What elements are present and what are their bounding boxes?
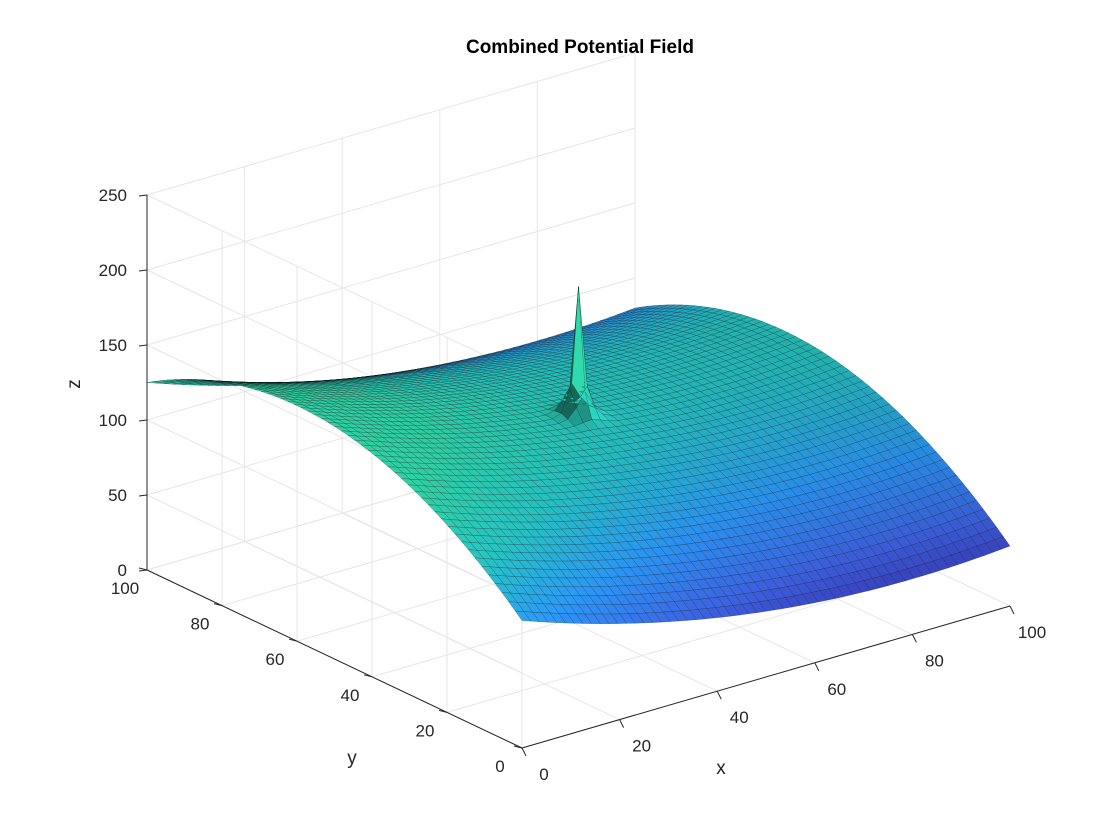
- y-axis-label: y: [347, 748, 357, 769]
- x-tick: [716, 690, 722, 700]
- x-gridline: [244, 541, 620, 721]
- surface: [146, 286, 1011, 624]
- x-tick: [1009, 605, 1015, 615]
- x-tick-label: 40: [730, 708, 749, 727]
- z-tick: [138, 569, 148, 572]
- x-tick-label: 80: [925, 651, 944, 670]
- z-tick-label: 250: [99, 186, 127, 205]
- x-tick-label: 60: [827, 680, 846, 699]
- z-tick-label: 50: [108, 486, 127, 505]
- labels: Combined Potential Field x y z 0 20 40 60 80…: [64, 37, 1046, 784]
- z-tick-label: 100: [99, 411, 127, 430]
- z-gridline: [146, 127, 636, 271]
- z-tick: [138, 494, 148, 497]
- z-tick-label: 200: [99, 261, 127, 280]
- y-tick: [213, 603, 223, 607]
- x-tick-label: 100: [1018, 623, 1046, 642]
- y-tick-label: 0: [495, 757, 504, 776]
- y-tick-label: 20: [416, 721, 435, 740]
- x-tick: [521, 747, 527, 757]
- y-tick: [363, 674, 373, 678]
- surface-patch: [994, 536, 1011, 550]
- x-axis-line: [521, 605, 1011, 749]
- y-tick-label: 40: [341, 686, 360, 705]
- z-gridline: [146, 277, 636, 421]
- z-tick: [138, 269, 148, 272]
- chart-title: Combined Potential Field: [466, 37, 694, 58]
- y-tick-label: 100: [111, 579, 139, 598]
- z-tick: [138, 194, 148, 197]
- x-axis-label: x: [716, 758, 726, 779]
- y-tick: [438, 709, 448, 713]
- x-tick: [911, 634, 917, 643]
- z-tick-label: 150: [99, 336, 127, 355]
- y-tick-label: 60: [266, 650, 285, 669]
- y-tick: [513, 745, 523, 749]
- z-axis-label: z: [64, 379, 85, 389]
- z-gridline: [146, 194, 523, 374]
- z-gridline: [146, 202, 636, 346]
- axes: [138, 194, 1015, 757]
- y-tick-label: 80: [191, 615, 210, 634]
- y-tick: [288, 638, 298, 642]
- z-tick-label: 0: [118, 561, 127, 580]
- z-gridline: [146, 52, 636, 196]
- x-tick: [619, 719, 625, 728]
- z-tick: [138, 419, 148, 422]
- x-tick-label: 0: [539, 765, 548, 784]
- y-axis-line: [146, 569, 523, 749]
- x-tick-label: 20: [632, 737, 651, 756]
- x-tick: [814, 662, 820, 672]
- z-tick: [138, 344, 148, 347]
